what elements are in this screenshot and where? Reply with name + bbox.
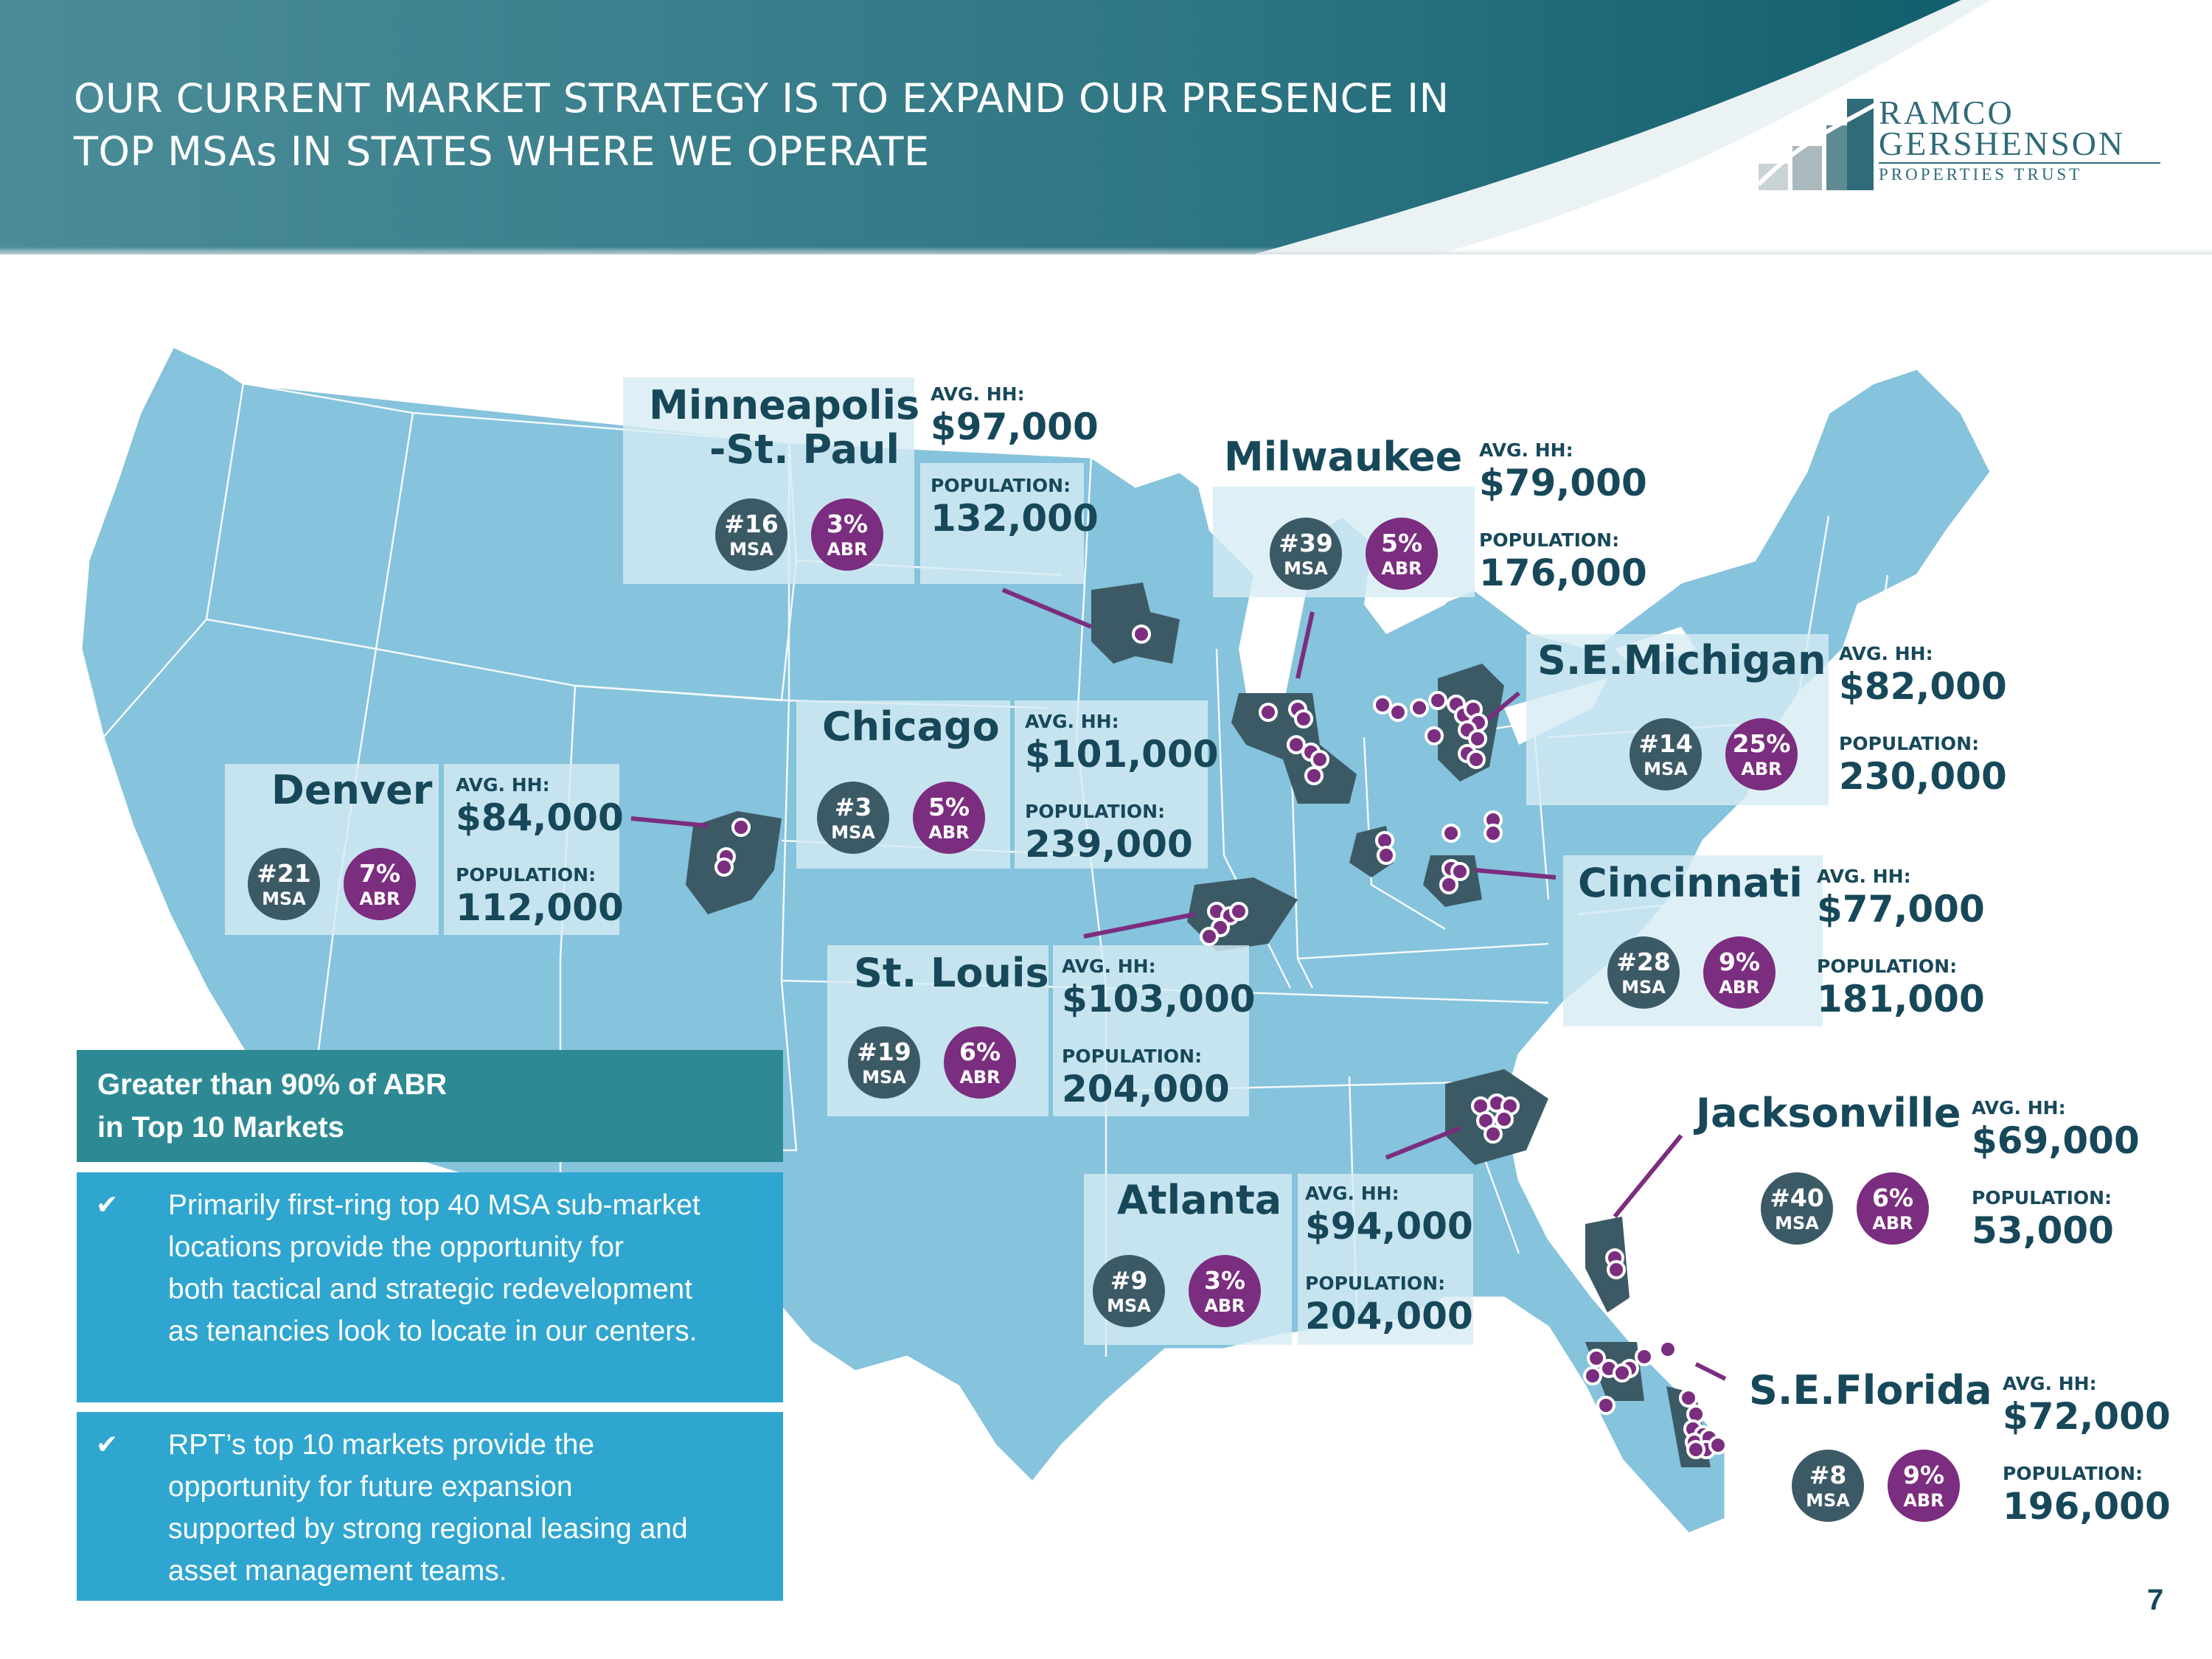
stats-box-atlanta xyxy=(1298,1174,1473,1345)
property-dots xyxy=(714,625,1728,1459)
population-se-michigan: POPULATION: 230,000 xyxy=(1839,733,2007,798)
stats-box-denver xyxy=(444,764,619,935)
logo-text-properties-trust: PROPERTIES TRUST xyxy=(1879,165,2083,184)
msa-badge-se-florida: #8 MSA xyxy=(1792,1450,1864,1522)
avg-hh-milwaukee: AVG. HH: $79,000 xyxy=(1479,439,1647,504)
city-name-milwaukee: Milwaukee xyxy=(1224,434,1463,480)
city-name-denver: Denver xyxy=(271,767,433,813)
abr-badge-chicago: 5% ABR xyxy=(913,782,985,854)
msa-badge-minneapolis: #16 MSA xyxy=(715,498,787,571)
abr-badge-se-michigan: 25% ABR xyxy=(1725,718,1798,790)
avg-hh-se-michigan: AVG. HH: $82,000 xyxy=(1839,643,2007,708)
msa-badge-st-louis: #19 MSA xyxy=(848,1026,920,1099)
city-name-minneapolis: Minneapolis -St. Paul xyxy=(649,382,920,473)
population-se-florida: POPULATION: 196,000 xyxy=(2003,1463,2171,1528)
avg-hh-chicago: AVG. HH: $101,000 xyxy=(1025,711,1219,776)
population-minneapolis: POPULATION: 132,000 xyxy=(931,475,1099,540)
title-line-2: TOP MSAs IN STATES WHERE WE OPERATE xyxy=(74,128,930,175)
market-box-cincinnati xyxy=(1563,855,1823,1026)
metro-minneapolis xyxy=(1091,582,1180,664)
summary-heading: Greater than 90% of ABR in Top 10 Market… xyxy=(77,1050,783,1162)
abr-badge-st-louis: 6% ABR xyxy=(944,1026,1016,1099)
stats-box-chicago xyxy=(1015,700,1208,869)
page-number: 7 xyxy=(2147,1584,2164,1616)
population-st-louis: POPULATION: 204,000 xyxy=(1062,1046,1230,1110)
abr-badge-minneapolis: 3% ABR xyxy=(811,498,883,571)
msa-badge-cincinnati: #28 MSA xyxy=(1607,936,1680,1009)
avg-hh-cincinnati: AVG. HH: $77,000 xyxy=(1817,866,1985,931)
msa-badge-milwaukee: #39 MSA xyxy=(1270,518,1342,590)
msa-badge-chicago: #3 MSA xyxy=(817,782,889,854)
city-name-se-michigan: S.E.Michigan xyxy=(1537,637,1826,684)
population-cincinnati: POPULATION: 181,000 xyxy=(1817,956,1985,1020)
city-name-st-louis: St. Louis xyxy=(854,950,1049,996)
checkmark-icon: ✔ xyxy=(96,1190,119,1220)
abr-badge-atlanta: 3% ABR xyxy=(1189,1255,1261,1327)
avg-hh-denver: AVG. HH: $84,000 xyxy=(456,774,624,839)
abr-badge-denver: 7% ABR xyxy=(344,848,416,920)
title-line-1: OUR CURRENT MARKET STRATEGY IS TO EXPAND… xyxy=(74,75,1450,122)
logo-text-ramco: RAMCO xyxy=(1879,94,2014,131)
population-jacksonville: POPULATION: 53,000 xyxy=(1972,1187,2114,1252)
city-name-jacksonville: Jacksonville xyxy=(1696,1090,1961,1136)
page-title: OUR CURRENT MARKET STRATEGY IS TO EXPAND… xyxy=(74,72,1475,178)
avg-hh-atlanta: AVG. HH: $94,000 xyxy=(1305,1183,1473,1248)
population-denver: POPULATION: 112,000 xyxy=(456,864,624,929)
population-atlanta: POPULATION: 204,000 xyxy=(1305,1273,1473,1338)
stats-box-st-louis xyxy=(1053,945,1249,1116)
population-chicago: POPULATION: 239,000 xyxy=(1025,801,1193,866)
summary-bullet-1: ✔ Primarily first-ring top 40 MSA sub-ma… xyxy=(77,1172,783,1402)
msa-badge-atlanta: #9 MSA xyxy=(1093,1255,1165,1327)
metro-jacksonville xyxy=(1585,1217,1630,1312)
avg-hh-jacksonville: AVG. HH: $69,000 xyxy=(1972,1097,2140,1162)
logo-mark-icon xyxy=(1759,99,1877,190)
company-logo: RAMCO GERSHENSON PROPERTIES TRUST xyxy=(1759,94,2171,192)
city-name-chicago: Chicago xyxy=(822,703,1000,750)
msa-badge-se-michigan: #14 MSA xyxy=(1630,718,1702,790)
header-banner: OUR CURRENT MARKET STRATEGY IS TO EXPAND… xyxy=(0,0,2212,254)
city-name-cincinnati: Cincinnati xyxy=(1578,860,1803,906)
summary-bullet-2: ✔ RPT’s top 10 markets provide the oppor… xyxy=(77,1412,783,1601)
abr-badge-se-florida: 9% ABR xyxy=(1888,1450,1960,1522)
city-name-se-florida: S.E.Florida xyxy=(1749,1367,1992,1413)
msa-badge-jacksonville: #40 MSA xyxy=(1761,1172,1833,1245)
abr-badge-milwaukee: 5% ABR xyxy=(1366,518,1438,590)
city-name-atlanta: Atlanta xyxy=(1117,1177,1282,1223)
abr-badge-cincinnati: 9% ABR xyxy=(1703,936,1775,1009)
avg-hh-se-florida: AVG. HH: $72,000 xyxy=(2003,1373,2171,1438)
logo-divider xyxy=(1879,162,2160,164)
population-milwaukee: POPULATION: 176,000 xyxy=(1479,529,1647,594)
stats-box-minneapolis xyxy=(920,463,1084,584)
abr-badge-jacksonville: 6% ABR xyxy=(1857,1172,1929,1245)
avg-hh-minneapolis: AVG. HH: $97,000 xyxy=(931,383,1099,448)
avg-hh-st-louis: AVG. HH: $103,000 xyxy=(1062,956,1256,1020)
msa-badge-denver: #21 MSA xyxy=(248,848,320,920)
checkmark-icon: ✔ xyxy=(96,1430,119,1460)
logo-text-gershenson: GERSHENSON xyxy=(1879,125,2126,162)
